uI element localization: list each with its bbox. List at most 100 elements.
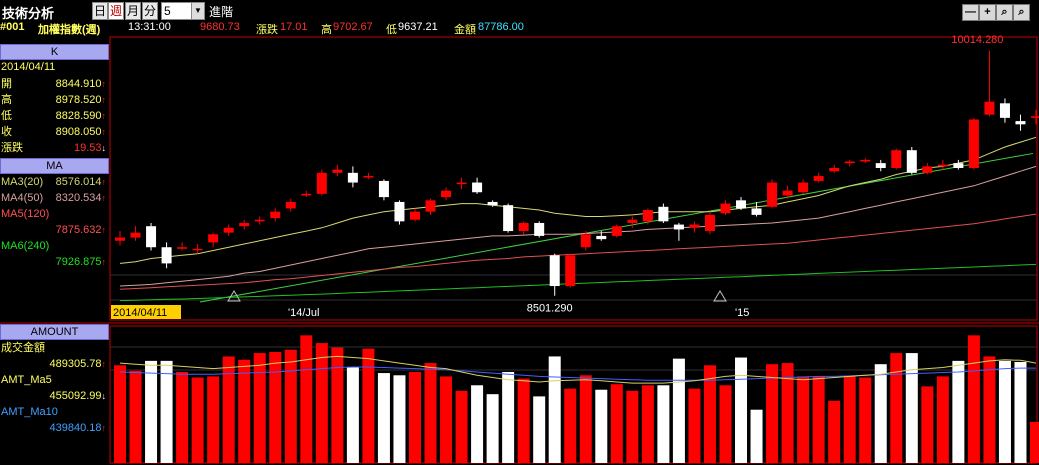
candle-body (565, 255, 576, 287)
volume-bar (129, 370, 142, 463)
volume-bar (393, 375, 406, 463)
volume-bar (471, 385, 484, 463)
quote-change-label: 漲跌 (256, 24, 278, 36)
zoom-out-icon[interactable]: ⌕ (1013, 4, 1030, 21)
ma5-value: 7875.632↑ (55, 224, 106, 236)
candle-body (642, 210, 653, 222)
date-tag: 2014/04/11 (113, 307, 167, 319)
candle-body (239, 222, 250, 227)
candle-body (177, 247, 188, 249)
candle-body (860, 159, 871, 162)
candle-body (580, 234, 591, 248)
date-tag-bg (111, 305, 181, 319)
ma4-value: 8320.534↑ (55, 192, 106, 204)
candle-body (596, 235, 607, 240)
period-select[interactable]: 5 ▼ (161, 2, 205, 20)
volume-bar (502, 371, 515, 463)
candle-body (347, 172, 358, 183)
volume-bar (812, 376, 825, 463)
volume-bar (1014, 361, 1027, 463)
quote-change: 17.01 (280, 21, 308, 33)
app-title: 技術分析 (2, 6, 55, 21)
volume-bar (936, 376, 949, 463)
search-icon[interactable]: ⌕ (996, 4, 1013, 21)
candle-body (813, 176, 824, 181)
annotation-low: 8501.290 (527, 303, 573, 315)
close-label: 收 (1, 126, 12, 138)
candle-body (984, 101, 995, 115)
candle-body (611, 226, 622, 236)
volume-bar (797, 376, 810, 463)
amt-ma5-label: AMT_Ma5 (1, 374, 52, 386)
candle-body (704, 214, 715, 232)
amt-ma5-value: 455092.99↓ (49, 390, 107, 402)
volume-bar (688, 388, 701, 463)
candle-body (285, 201, 296, 209)
volume-bar (905, 353, 918, 463)
candle-body (441, 190, 452, 198)
amt-ma10-line (119, 366, 1036, 381)
candle-body (161, 247, 172, 264)
quote-name: 加權指數(週) (38, 24, 101, 36)
quote-code: #001 (0, 21, 25, 33)
volume-bar (703, 365, 716, 463)
candle-body (192, 248, 203, 251)
volume-bar (300, 335, 313, 463)
volume-bar (176, 371, 189, 463)
candle-body (409, 211, 420, 220)
volume-bar (408, 371, 421, 463)
candle-body (472, 182, 483, 193)
volume-bar (377, 373, 390, 463)
low-label: 低 (1, 110, 12, 122)
volume-bar (160, 360, 173, 463)
ma3-label: MA3(20) (1, 176, 44, 188)
volume-bar (843, 376, 856, 463)
quote-low: 9637.21 (398, 21, 438, 33)
volume-bar (346, 367, 359, 463)
candle-body (937, 164, 948, 167)
candle-body (301, 193, 312, 196)
amt-label: 成交金額 (1, 342, 45, 354)
volume-bar (874, 364, 887, 463)
candle-body (673, 224, 684, 230)
volume-bar (983, 356, 996, 463)
advanced-button[interactable]: 進階 (209, 5, 234, 19)
candle-body (115, 237, 125, 241)
amt-value: 489305.78↑ (49, 358, 107, 370)
volume-bar (766, 364, 779, 463)
candle-body (829, 167, 840, 172)
candle-body (130, 232, 141, 238)
volume-bar (735, 357, 748, 463)
tab-month[interactable]: 月 (125, 2, 141, 20)
close-value: 8908.050↑ (55, 126, 106, 138)
candle-body (906, 150, 917, 173)
candle-body (394, 201, 405, 222)
volume-bar (269, 351, 282, 463)
minimize-icon[interactable]: — (962, 4, 979, 21)
tab-week[interactable]: 週 (108, 2, 124, 20)
volume-bar (362, 348, 375, 463)
amt-ma5-line (119, 355, 1037, 384)
change-label: 漲跌 (1, 142, 23, 154)
ma3-value: 8576.014↑ (55, 176, 106, 188)
zoom-in-icon[interactable]: + (979, 4, 996, 21)
candle-body (658, 206, 669, 222)
triangle-marker (227, 290, 241, 302)
k-header: K (0, 44, 109, 60)
candle-body (736, 200, 747, 209)
volume-bar (114, 365, 126, 463)
candle-body (518, 222, 529, 232)
quote-amount-label: 金額 (454, 24, 476, 36)
candle-body (208, 234, 219, 243)
volume-bar (253, 353, 266, 463)
candle-body (751, 208, 762, 215)
ma5-label: MA5(120) (1, 208, 50, 220)
open-value: 8844.910↑ (55, 78, 106, 90)
tab-minute[interactable]: 分 (142, 2, 158, 20)
quote-time: 13:31:00 (128, 21, 171, 33)
volume-bar (284, 349, 297, 463)
quote-bar: #001 加權指數(週) 13:31:00 9680.73 漲跌 17.01 高… (0, 20, 1039, 36)
volume-bar (626, 390, 639, 463)
tab-day[interactable]: 日 (92, 2, 108, 20)
